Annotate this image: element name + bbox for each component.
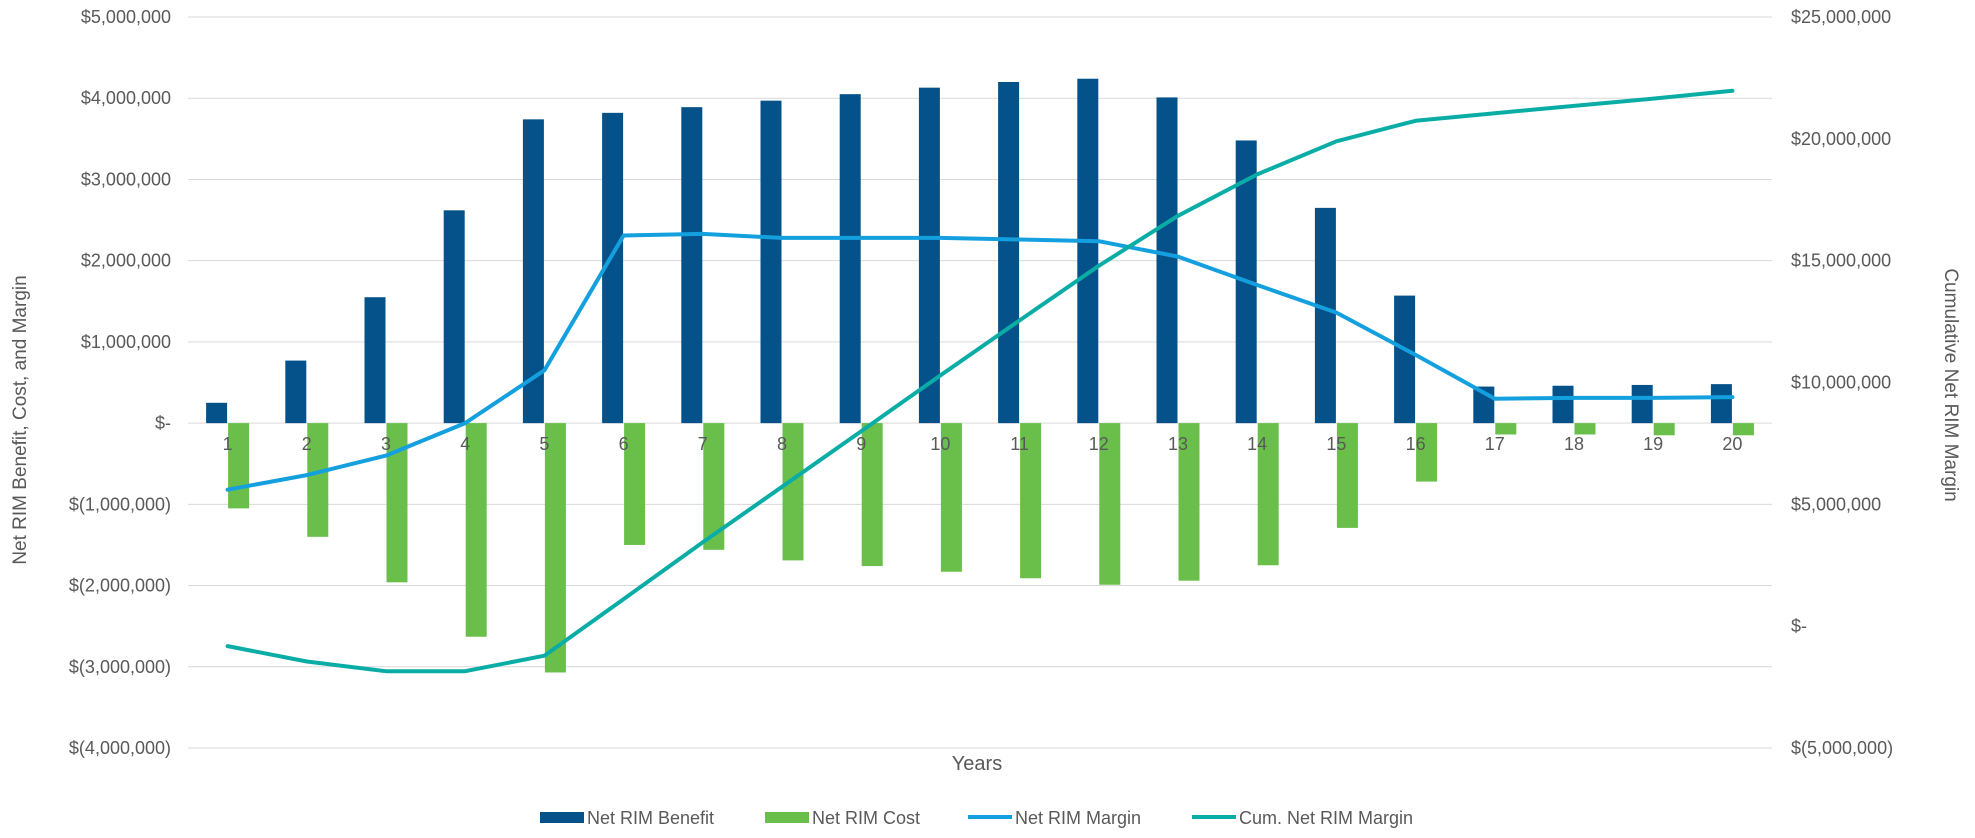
cost-bar: [386, 423, 408, 583]
cost-bar: [1099, 423, 1121, 585]
cost-bar: [1574, 423, 1596, 435]
gridlines: [188, 16, 1772, 749]
x-tick-label: 7: [698, 434, 708, 454]
cum-margin-line: [225, 88, 1735, 674]
legend-swatch: [765, 812, 809, 823]
lines: [225, 88, 1735, 674]
y2-axis-title: Cumulative Net RIM Margin: [1940, 268, 1961, 501]
x-tick-label: 5: [539, 434, 549, 454]
legend-label: Net RIM Margin: [1015, 808, 1141, 828]
legend-item: Net RIM Benefit: [540, 808, 714, 828]
y2-tick-label: $25,000,000: [1791, 7, 1891, 27]
benefit-bar: [443, 210, 465, 424]
legend: Net RIM Benefit Net RIM Cost Net RIM Margi…: [540, 808, 1413, 828]
cost-bar: [703, 423, 725, 550]
benefit-bar: [602, 112, 624, 424]
x-tick-label: 15: [1326, 434, 1346, 454]
benefit-bar: [285, 360, 307, 424]
x-tick-label: 4: [460, 434, 470, 454]
x-tick-label: 10: [930, 434, 950, 454]
y-tick-label: $2,000,000: [81, 251, 171, 271]
y-tick-label: $3,000,000: [81, 169, 171, 189]
x-tick-label: 8: [777, 434, 787, 454]
benefit-bar: [681, 107, 703, 424]
y2-tick-label: $(5,000,000): [1791, 738, 1893, 758]
x-tick-label: 6: [619, 434, 629, 454]
benefit-bar: [1314, 207, 1336, 424]
y-tick-label: $1,000,000: [81, 332, 171, 352]
x-tick-label: 13: [1168, 434, 1188, 454]
cost-bar: [465, 423, 487, 637]
cost-bar: [1257, 423, 1279, 566]
x-tick-label: 17: [1485, 434, 1505, 454]
cost-bar: [1495, 423, 1517, 435]
benefit-bar: [1394, 295, 1416, 424]
margin-line: [225, 231, 1735, 492]
benefit-bar: [839, 94, 861, 424]
cost-bar: [1336, 423, 1358, 528]
x-tick-label: 14: [1247, 434, 1267, 454]
x-tick-label: 18: [1564, 434, 1584, 454]
cost-bar: [1732, 423, 1754, 436]
legend-label: Net RIM Benefit: [587, 808, 714, 828]
cost-bar: [1653, 423, 1675, 436]
y-tick-label: $4,000,000: [81, 88, 171, 108]
benefit-bar: [1156, 97, 1178, 424]
benefit-bar: [918, 87, 940, 424]
cost-bar: [782, 423, 804, 561]
x-tick-label: 19: [1643, 434, 1663, 454]
legend-label: Cum. Net RIM Margin: [1239, 808, 1413, 828]
cost-bar: [544, 423, 566, 673]
legend-label: Net RIM Cost: [812, 808, 920, 828]
benefit-bar: [1710, 384, 1732, 424]
legend-item: Net RIM Margin: [968, 808, 1141, 828]
y2-tick-label: $-: [1791, 616, 1807, 636]
x-tick-label: 11: [1010, 434, 1029, 454]
y-tick-label: $(3,000,000): [69, 657, 171, 677]
cost-bar: [1416, 423, 1438, 482]
y-tick-label: $(4,000,000): [69, 738, 171, 758]
benefit-bar: [364, 297, 386, 424]
y2-tick-label: $5,000,000: [1791, 494, 1881, 514]
y-tick-label: $(1,000,000): [69, 494, 171, 514]
benefit-bar: [1077, 78, 1099, 424]
y-tick-label: $5,000,000: [81, 7, 171, 27]
cost-bar: [1020, 423, 1042, 579]
x-tick-label: 16: [1406, 434, 1426, 454]
benefit-bar: [206, 402, 228, 424]
bars: [206, 78, 1754, 673]
x-tick-label: 20: [1722, 434, 1742, 454]
legend-item: Net RIM Cost: [765, 808, 920, 828]
benefit-bar: [1552, 385, 1574, 424]
cost-bar: [940, 423, 962, 572]
y-axis-title: Net RIM Benefit, Cost, and Margin: [10, 275, 31, 564]
y2-tick-label: $15,000,000: [1791, 251, 1891, 271]
x-tick-label: 9: [856, 434, 866, 454]
x-tick-label: 1: [223, 434, 233, 454]
benefit-bar: [760, 100, 782, 424]
legend-item: Cum. Net RIM Margin: [1192, 808, 1413, 828]
benefit-bar: [1631, 384, 1653, 424]
x-tick-label: 3: [381, 434, 391, 454]
axes: $5,000,000 $4,000,000 $3,000,000 $2,000,000…: [69, 7, 1893, 758]
y-tick-label: $-: [155, 413, 171, 433]
cost-bar: [624, 423, 646, 545]
legend-swatch: [540, 812, 584, 823]
x-tick-label: 2: [302, 434, 312, 454]
benefit-bar: [522, 119, 544, 424]
y2-tick-label: $10,000,000: [1791, 373, 1891, 393]
y2-tick-label: $20,000,000: [1791, 129, 1891, 149]
cost-bar: [307, 423, 329, 537]
y-tick-label: $(2,000,000): [69, 576, 171, 596]
benefit-bar: [998, 81, 1020, 424]
x-axis-title: Years: [952, 753, 1002, 775]
cost-bar: [1178, 423, 1200, 581]
cost-bar: [861, 423, 883, 567]
x-tick-label: 12: [1089, 434, 1109, 454]
